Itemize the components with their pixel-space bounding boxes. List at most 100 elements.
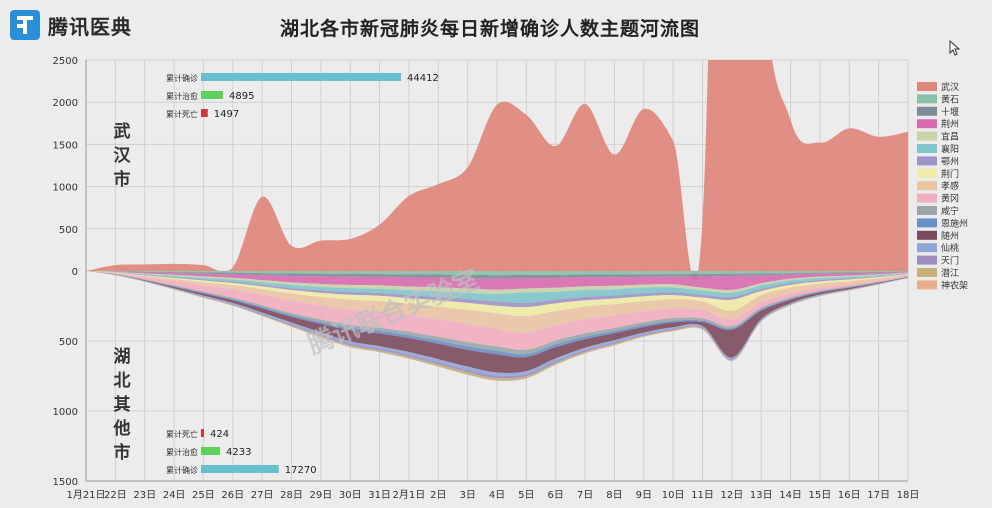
legend-label: 武汉	[941, 81, 959, 93]
x-tick-label: 29日	[309, 490, 332, 501]
x-tick-label: 16日	[838, 490, 861, 501]
legend-label: 襄阳	[941, 143, 959, 155]
panel-label-top: 市	[114, 169, 131, 190]
x-tick-label: 1月21日	[66, 489, 105, 501]
x-tick-label: 28日	[280, 490, 303, 501]
legend-swatch	[917, 243, 937, 253]
x-tick-label: 13日	[750, 490, 773, 501]
series-area-黄石	[86, 271, 908, 276]
chart-title: 湖北各市新冠肺炎每日新增确诊人数主题河流图	[280, 18, 701, 40]
legend-swatch	[917, 218, 937, 228]
legend-swatch	[917, 168, 937, 178]
legend-swatch	[917, 268, 937, 277]
legend-swatch	[917, 82, 937, 91]
y-tick-label: 1000	[53, 407, 78, 418]
legend-swatch	[917, 193, 937, 203]
series-area-荆门	[86, 271, 908, 317]
x-tick-label: 10日	[662, 490, 685, 501]
legend-swatch	[917, 255, 937, 265]
legend-label: 孝感	[941, 180, 959, 192]
x-tick-label: 15日	[809, 490, 832, 501]
x-tick-label: 25日	[192, 490, 215, 501]
x-tick-label: 31日	[368, 490, 391, 501]
legend-swatch	[917, 206, 937, 215]
series-area-黄冈	[86, 271, 908, 351]
wuhan-stat-label: 累计治愈	[166, 91, 198, 101]
legend-label: 黄石	[941, 93, 959, 105]
other-stat-value: 4233	[226, 447, 251, 458]
x-tick-label: 7日	[577, 490, 593, 501]
series-area-宜昌	[86, 271, 908, 294]
legend-swatch	[917, 94, 937, 104]
x-tick-label: 26日	[221, 490, 244, 501]
legend-swatch	[917, 156, 937, 166]
y-tick-label: 1500	[53, 140, 78, 151]
x-tick-label: 14日	[779, 490, 802, 501]
legend-label: 十堰	[941, 106, 959, 118]
x-tick-label: 18日	[897, 490, 920, 501]
plot-area	[86, 60, 908, 381]
y-tick-label: 0	[72, 267, 78, 278]
y-tick-label: 1000	[53, 183, 78, 194]
series-area-孝感	[86, 271, 908, 334]
panel-label-bottom: 市	[114, 442, 131, 463]
logo-icon	[10, 10, 40, 40]
other-stat-bar	[201, 429, 204, 437]
wuhan-stat-label: 累计确诊	[166, 73, 198, 83]
legend-swatch	[917, 119, 937, 129]
y-tick-label: 1500	[53, 477, 78, 488]
panel-label-top: 汉	[114, 146, 132, 166]
legend-swatch	[917, 144, 937, 153]
panel-label-bottom: 北	[114, 371, 131, 391]
legend-label: 仙桃	[941, 242, 959, 254]
other-stat-bar	[201, 465, 279, 473]
logo-text: 腾讯医典	[48, 14, 132, 39]
panel-label-bottom: 湖	[114, 347, 131, 367]
legend-label: 恩施州	[941, 217, 968, 229]
wuhan-stat-bar	[201, 91, 224, 99]
x-tick-label: 2月1日	[393, 489, 426, 501]
y-tick-label: 2000	[53, 98, 78, 109]
legend-label: 荆州	[941, 118, 959, 130]
x-tick-label: 3日	[459, 490, 475, 501]
other-stat-label: 累计死亡	[166, 429, 198, 439]
legend-label: 荆门	[941, 168, 959, 180]
x-tick-label: 22日	[104, 490, 127, 501]
other-stat-label: 累计确诊	[166, 465, 198, 475]
x-tick-label: 12日	[720, 490, 743, 501]
wuhan-stat-value: 4895	[229, 91, 254, 102]
panel-label-top: 武	[114, 121, 131, 142]
other-stat-value: 17270	[285, 465, 317, 476]
legend-label: 潜江	[941, 267, 959, 279]
legend-swatch	[917, 131, 937, 141]
panel-label-bottom: 他	[113, 418, 131, 439]
legend-label: 宜昌	[941, 131, 959, 143]
y-tick-label: 500	[59, 225, 78, 236]
legend-swatch	[917, 106, 937, 116]
other-stat-label: 累计治愈	[166, 447, 198, 457]
x-tick-label: 11日	[691, 490, 714, 501]
series-area-武汉	[86, 60, 908, 282]
y-tick-label: 2500	[53, 56, 78, 67]
x-tick-label: 17日	[867, 490, 890, 501]
wuhan-stat-value: 44412	[407, 73, 439, 84]
x-tick-label: 4日	[489, 490, 505, 501]
legend-swatch	[917, 181, 937, 191]
x-tick-label: 23日	[133, 490, 156, 501]
legend-label: 咸宁	[941, 205, 959, 217]
brand-logo: 腾讯医典	[10, 10, 132, 40]
y-tick-label: 500	[59, 337, 78, 348]
series-area-襄阳	[86, 271, 908, 303]
legend-label: 随州	[941, 230, 959, 242]
other-stat-value: 424	[210, 429, 229, 440]
x-tick-label: 2日	[430, 490, 446, 501]
legend-label: 神农架	[941, 279, 968, 291]
x-tick-label: 9日	[636, 490, 652, 501]
legend-label: 黄冈	[941, 193, 959, 205]
wuhan-stat-label: 累计死亡	[166, 109, 198, 119]
legend-swatch	[917, 280, 937, 290]
mouse-cursor-icon	[949, 40, 961, 56]
x-tick-label: 24日	[163, 490, 186, 501]
x-tick-label: 30日	[339, 490, 362, 501]
